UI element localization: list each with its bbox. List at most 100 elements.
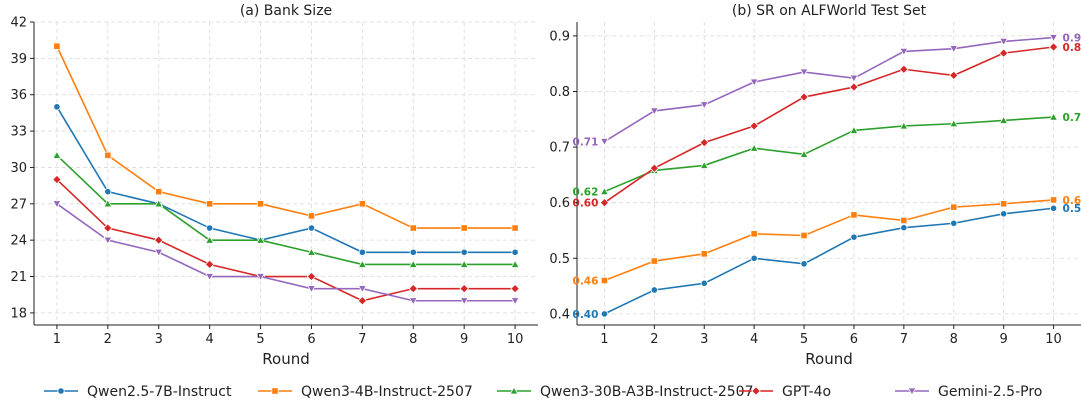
legend: Qwen2.5-7B-Instruct Qwen3-4B-Instruct-250… bbox=[44, 384, 1042, 400]
end-value-label: 0.88 bbox=[1063, 42, 1081, 54]
legend-marker bbox=[751, 386, 761, 396]
data-point bbox=[460, 248, 468, 256]
x-tick-label: 8 bbox=[950, 332, 958, 347]
data-point bbox=[1000, 210, 1008, 218]
x-tick-label: 6 bbox=[850, 332, 858, 347]
legend-label: Qwen3-4B-Instruct-2507 bbox=[301, 384, 473, 400]
series-gemini-2-5-pro bbox=[52, 200, 520, 306]
data-point bbox=[510, 297, 520, 306]
legend-marker bbox=[907, 387, 917, 396]
data-point bbox=[699, 101, 709, 110]
data-point bbox=[900, 224, 908, 232]
data-point bbox=[749, 121, 759, 131]
series-qwen3-4b-instruct-2507 bbox=[53, 42, 519, 232]
data-point bbox=[52, 174, 62, 185]
panel-title: (a) Bank Size bbox=[240, 3, 332, 19]
data-point bbox=[104, 151, 112, 159]
x-tick-label: 3 bbox=[700, 332, 708, 347]
x-tick-label: 6 bbox=[307, 332, 315, 347]
series-qwen2-5-7b-instruct: 0.59 0.40 bbox=[573, 203, 1081, 321]
x-axis-title: Round bbox=[262, 350, 309, 368]
legend-label: Qwen2.5-7B-Instruct bbox=[87, 384, 232, 400]
data-point bbox=[999, 115, 1009, 124]
data-point bbox=[206, 200, 214, 208]
data-point bbox=[409, 248, 417, 256]
series-line bbox=[56, 45, 516, 229]
data-point bbox=[600, 276, 609, 285]
data-point bbox=[750, 254, 758, 262]
data-point bbox=[599, 186, 609, 196]
end-value-label: 0.60 bbox=[1063, 195, 1081, 207]
end-value-label: 0.75 bbox=[1063, 112, 1081, 124]
data-point bbox=[358, 248, 366, 256]
x-tick-label: 9 bbox=[460, 332, 468, 347]
data-point bbox=[306, 285, 316, 294]
data-point bbox=[357, 285, 367, 294]
data-point bbox=[104, 188, 112, 196]
data-point bbox=[800, 260, 808, 268]
series-line bbox=[604, 199, 1054, 282]
data-point bbox=[408, 297, 418, 306]
data-point bbox=[52, 200, 62, 209]
data-point bbox=[799, 68, 809, 77]
data-point bbox=[1000, 200, 1008, 208]
data-point bbox=[650, 257, 658, 265]
data-point bbox=[256, 235, 266, 244]
legend-marker bbox=[271, 387, 279, 395]
x-tick-label: 9 bbox=[1000, 332, 1008, 347]
series-qwen3-30b-a3b-instruct-2507: 0.75 0.62 bbox=[573, 112, 1081, 198]
panel-title: (b) SR on ALFWorld Test Set bbox=[732, 3, 927, 19]
data-point bbox=[103, 199, 113, 208]
series-line bbox=[56, 154, 516, 266]
data-point bbox=[649, 107, 659, 116]
y-tick-label: 30 bbox=[10, 161, 27, 176]
x-tick-label: 1 bbox=[53, 332, 61, 347]
data-point bbox=[103, 236, 113, 245]
x-tick-label: 7 bbox=[900, 332, 908, 347]
x-tick-label: 2 bbox=[104, 332, 112, 347]
y-tick-label: 24 bbox=[10, 234, 27, 249]
data-point bbox=[155, 188, 163, 196]
series-qwen3-30b-a3b-instruct-2507 bbox=[52, 150, 520, 268]
data-point bbox=[53, 42, 61, 50]
series-line bbox=[604, 116, 1054, 193]
series-line bbox=[56, 106, 516, 254]
start-value-label: 0.46 bbox=[573, 276, 599, 288]
start-value-label: 0.60 bbox=[573, 198, 599, 210]
data-point bbox=[649, 163, 660, 173]
data-point bbox=[409, 224, 417, 232]
data-point bbox=[206, 224, 214, 232]
data-point bbox=[750, 230, 758, 238]
data-point bbox=[699, 160, 709, 169]
data-point bbox=[900, 216, 908, 225]
series-gemini-2-5-pro: 0.90 0.71 bbox=[573, 33, 1081, 149]
data-point bbox=[358, 200, 366, 208]
data-point bbox=[357, 296, 368, 306]
series-gpt-4o: 0.88 0.60 bbox=[573, 42, 1081, 210]
data-point bbox=[154, 248, 164, 257]
x-tick-label: 4 bbox=[750, 332, 758, 347]
y-tick-label: 33 bbox=[10, 125, 27, 140]
data-point bbox=[459, 283, 469, 294]
data-point bbox=[1049, 204, 1058, 212]
data-point bbox=[700, 250, 708, 258]
series-line bbox=[603, 46, 1054, 204]
x-tick-label: 1 bbox=[600, 332, 608, 347]
data-point bbox=[899, 47, 909, 57]
y-tick-label: 0.5 bbox=[549, 252, 570, 267]
series-qwen3-4b-instruct-2507: 0.60 0.46 bbox=[573, 195, 1081, 288]
data-point bbox=[999, 37, 1009, 47]
data-point bbox=[511, 248, 519, 256]
data-point bbox=[408, 259, 418, 268]
legend-label: Qwen3-30B-A3B-Instruct-2507 bbox=[540, 384, 754, 400]
data-point bbox=[599, 138, 609, 147]
data-point bbox=[799, 92, 809, 102]
data-point bbox=[749, 143, 759, 152]
data-point bbox=[205, 273, 215, 282]
data-point bbox=[357, 259, 367, 268]
data-point bbox=[700, 279, 708, 287]
legend-label: GPT-4o bbox=[782, 384, 831, 400]
series-line bbox=[56, 203, 516, 302]
data-point bbox=[699, 137, 709, 148]
